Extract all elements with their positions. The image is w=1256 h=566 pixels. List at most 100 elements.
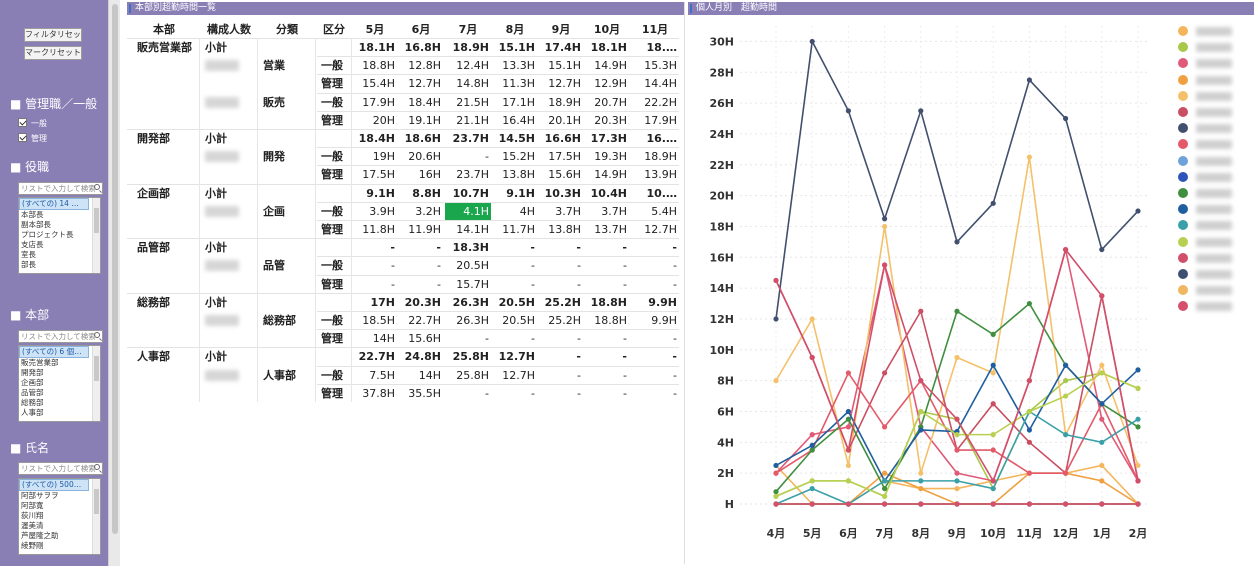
table-cell[interactable]: 18.8H: [362, 59, 395, 73]
table-cell[interactable]: 18.…: [646, 41, 678, 54]
data-point[interactable]: [1135, 462, 1141, 469]
legend-label-redacted[interactable]: [1196, 205, 1232, 215]
table-cell[interactable]: 3.7H: [555, 204, 581, 218]
table-cell[interactable]: 17.5H: [548, 150, 581, 164]
table-cell[interactable]: 19.3H: [594, 150, 627, 164]
list-item[interactable]: 部長: [21, 260, 36, 269]
table-cell[interactable]: 18.9H: [548, 95, 581, 109]
table-cell[interactable]: 22.7H: [408, 314, 441, 327]
table-cell[interactable]: 16H: [418, 168, 441, 182]
reset-filter-button[interactable]: フィルタリセット: [24, 28, 82, 42]
data-point[interactable]: [918, 108, 924, 114]
table-cell[interactable]: 14.1H: [456, 223, 489, 236]
data-point[interactable]: [1063, 393, 1069, 399]
table-cell[interactable]: -: [485, 150, 489, 164]
legend-label-redacted[interactable]: [1196, 124, 1232, 134]
position-listbox[interactable]: (すべての) 14 … 本部長 副本部長 プロジェクト長 支店長 室長 部長: [18, 197, 101, 274]
legend-marker[interactable]: [1178, 107, 1188, 117]
table-cell[interactable]: 20.7H: [594, 95, 627, 109]
table-cell[interactable]: 18.4H: [408, 95, 441, 109]
data-point[interactable]: [990, 478, 996, 484]
table-cell[interactable]: 18.1H: [358, 41, 395, 54]
data-point[interactable]: [882, 370, 888, 376]
table-cell[interactable]: -: [673, 386, 677, 400]
table-cell[interactable]: 21.1H: [456, 113, 489, 127]
data-point[interactable]: [954, 416, 960, 422]
table-cell[interactable]: 16.…: [646, 132, 678, 145]
legend-marker[interactable]: [1178, 188, 1188, 198]
data-point[interactable]: [845, 462, 851, 469]
table-cell[interactable]: -: [577, 368, 581, 382]
table-cell[interactable]: 25.2H: [548, 314, 581, 327]
scrollbar-thumb[interactable]: [112, 4, 118, 534]
legend-marker[interactable]: [1178, 171, 1188, 182]
table-cell[interactable]: 9.9H: [648, 295, 677, 309]
data-point[interactable]: [809, 38, 815, 45]
table-cell[interactable]: 3.9H: [369, 204, 395, 218]
data-point[interactable]: [1026, 408, 1032, 415]
data-point[interactable]: [1099, 362, 1105, 368]
table-cell[interactable]: -: [485, 386, 489, 400]
data-point[interactable]: [1135, 501, 1141, 507]
legend-label-redacted[interactable]: [1196, 253, 1232, 263]
data-point[interactable]: [809, 485, 815, 492]
data-point[interactable]: [1026, 77, 1032, 83]
list-item[interactable]: 人事部: [21, 408, 44, 417]
data-point[interactable]: [773, 462, 779, 469]
data-point[interactable]: [1099, 246, 1105, 253]
data-point[interactable]: [918, 501, 924, 507]
data-point[interactable]: [918, 427, 924, 433]
data-point[interactable]: [1099, 293, 1105, 299]
legend-label-redacted[interactable]: [1196, 91, 1232, 101]
data-point[interactable]: [1063, 470, 1069, 476]
table-cell[interactable]: 17.5H: [362, 168, 395, 182]
list-item[interactable]: 支店長: [21, 240, 44, 249]
table-cell[interactable]: 14H: [418, 368, 441, 382]
data-point[interactable]: [1063, 432, 1069, 438]
table-cell[interactable]: 18.9H: [644, 150, 677, 164]
table-cell[interactable]: 20.3H: [404, 295, 441, 309]
table-cell[interactable]: 8.8H: [412, 186, 441, 200]
table-cell[interactable]: 18.8H: [594, 314, 627, 327]
data-point[interactable]: [990, 200, 996, 206]
table-cell[interactable]: -: [623, 259, 627, 273]
table-cell[interactable]: -: [577, 332, 581, 346]
table-cell[interactable]: 26.3H: [456, 314, 489, 327]
list-item[interactable]: (すべての) 14 …: [19, 198, 89, 210]
table-cell[interactable]: -: [623, 386, 627, 400]
legend-label-redacted[interactable]: [1196, 43, 1232, 53]
search-icon[interactable]: [94, 332, 100, 338]
table-cell[interactable]: 20.5H: [498, 295, 535, 309]
data-point[interactable]: [1135, 367, 1141, 373]
table-cell[interactable]: 22.2H: [644, 95, 677, 109]
table-cell[interactable]: 12.7H: [502, 368, 535, 382]
list-scrollbar[interactable]: [92, 198, 100, 273]
legend-marker[interactable]: [1178, 58, 1188, 69]
data-point[interactable]: [773, 378, 779, 384]
data-point[interactable]: [954, 501, 960, 507]
legend-marker[interactable]: [1178, 236, 1188, 247]
data-point[interactable]: [1099, 416, 1105, 422]
data-point[interactable]: [1099, 439, 1105, 445]
data-point[interactable]: [1135, 416, 1141, 422]
data-point[interactable]: [773, 316, 779, 322]
table-cell[interactable]: 16.6H: [544, 132, 581, 145]
legend-marker[interactable]: [1178, 42, 1188, 53]
table-cell[interactable]: 10.4H: [590, 186, 627, 200]
legend-label-redacted[interactable]: [1196, 286, 1232, 296]
table-cell[interactable]: 12.7H: [498, 350, 535, 364]
table-cell[interactable]: -: [673, 259, 677, 273]
legend-label-redacted[interactable]: [1196, 59, 1232, 69]
table-cell[interactable]: 10.…: [646, 186, 678, 200]
data-point[interactable]: [918, 478, 924, 484]
data-point[interactable]: [1135, 424, 1141, 430]
division-search-input[interactable]: リストで入力して検索: [18, 330, 103, 343]
table-cell[interactable]: 22.7H: [358, 350, 395, 364]
table-cell[interactable]: 4.1H: [445, 201, 491, 221]
table-cell[interactable]: 18.5H: [362, 314, 395, 327]
data-point[interactable]: [990, 447, 996, 453]
table-cell[interactable]: 20.3H: [594, 113, 627, 127]
data-point[interactable]: [773, 501, 779, 507]
table-cell[interactable]: 13.7H: [594, 223, 627, 236]
table-cell[interactable]: 14.9H: [594, 168, 627, 182]
